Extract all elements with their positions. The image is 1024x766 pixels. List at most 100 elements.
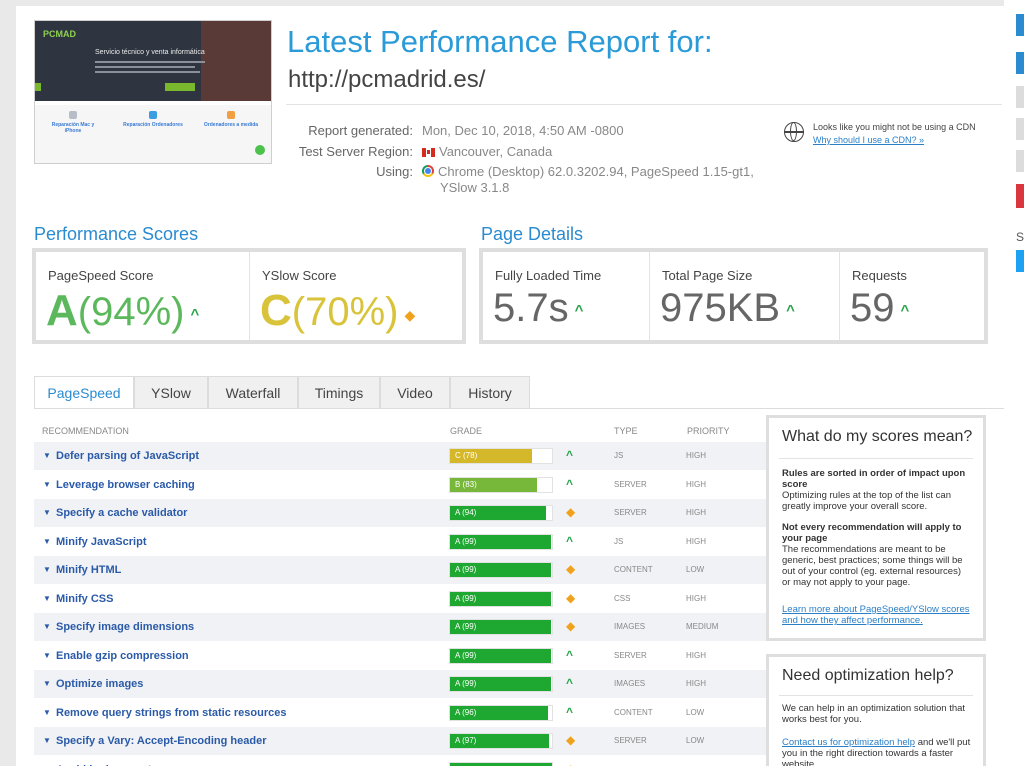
recommendation-name[interactable]: Optimize images <box>56 678 144 690</box>
table-row[interactable]: ▼ Enable gzip compression A (99) ^ SERVER HIG… <box>34 642 768 670</box>
fully-loaded-cell: Fully Loaded Time 5.7s ^ <box>483 252 649 340</box>
thumbnail-hero: PCMAD Servicio técnico y venta informáti… <box>35 21 271 101</box>
grade-bar: A (100) <box>449 761 553 766</box>
col-priority: PRIORITY <box>687 426 730 436</box>
expand-caret-icon[interactable]: ▼ <box>43 650 51 660</box>
edge-button[interactable] <box>1016 14 1024 36</box>
expand-caret-icon[interactable]: ▼ <box>43 765 51 766</box>
scores-panel-heading: What do my scores mean? <box>782 428 973 445</box>
scores-panel-p1-bold: Rules are sorted in order of impact upon… <box>782 468 966 490</box>
table-row[interactable]: ▼ Minify HTML A (99) ◆ CONTENT LOW <box>34 556 768 584</box>
contact-optimization-link[interactable]: Contact us for optimization help <box>782 737 916 748</box>
col-type: TYPE <box>614 426 638 436</box>
table-row[interactable]: ▼ Specify a Vary: Accept-Encoding header A… <box>34 727 768 755</box>
edge-button[interactable] <box>1016 52 1024 74</box>
grade-bar-fill <box>450 506 546 520</box>
grade-text: C (78) <box>455 451 478 460</box>
expand-caret-icon[interactable]: ▼ <box>43 451 51 460</box>
grade-text: A (99) <box>455 679 477 688</box>
report-generated-label: Report generated: <box>308 123 413 138</box>
report-page: PCMAD Servicio técnico y venta informáti… <box>16 6 1004 766</box>
edge-button[interactable] <box>1016 184 1024 208</box>
grade-bar: A (99) <box>449 562 553 578</box>
thumbnail-logo: PCMAD <box>43 29 76 39</box>
expand-caret-icon[interactable]: ▼ <box>43 622 51 631</box>
table-row[interactable]: ▼ Minify CSS A (99) ◆ CSS HIGH <box>34 585 768 613</box>
table-row[interactable]: ▼ Avoid bad requests A (100) ◆ CONTENT HIGH <box>34 756 768 766</box>
grade-text: A (99) <box>455 565 477 574</box>
table-row[interactable]: ▼ Defer parsing of JavaScript C (78) ^ JS HIG… <box>34 442 768 470</box>
expand-caret-icon[interactable]: ▼ <box>43 707 51 717</box>
priority-value: HIGH <box>686 593 706 603</box>
expand-caret-icon[interactable]: ▼ <box>43 508 51 517</box>
expand-caret-icon[interactable]: ▼ <box>43 736 51 745</box>
tab-pagespeed[interactable]: PageSpeed <box>34 376 134 409</box>
expand-caret-icon[interactable]: ▼ <box>43 565 51 574</box>
edge-button[interactable] <box>1016 118 1024 140</box>
table-row[interactable]: ▼ Minify JavaScript A (99) ^ JS HIGH <box>34 528 768 556</box>
recommendation-name[interactable]: Defer parsing of JavaScript <box>56 450 200 462</box>
recommendation-name[interactable]: Minify HTML <box>56 564 122 576</box>
recommendation-name[interactable]: Specify a Vary: Accept-Encoding header <box>56 735 267 747</box>
recommendation-name[interactable]: Specify image dimensions <box>56 621 195 633</box>
recommendation-name[interactable]: Specify a cache validator <box>56 507 188 519</box>
grade-bar-fill <box>450 762 552 766</box>
grade-text: A (100) <box>455 765 481 766</box>
trend-neutral-icon: ◆ <box>566 733 576 747</box>
tab-waterfall[interactable]: Waterfall <box>208 376 298 409</box>
canada-flag-icon <box>422 148 435 157</box>
edge-button[interactable] <box>1016 86 1024 108</box>
tab-yslow[interactable]: YSlow <box>134 376 208 409</box>
grade-text: A (99) <box>455 622 477 631</box>
table-row[interactable]: ▼ Specify image dimensions A (99) ◆ IMAGES ME… <box>34 613 768 641</box>
tab-timings[interactable]: Timings <box>298 376 380 409</box>
grade-text: A (99) <box>455 650 477 660</box>
type-value: IMAGES <box>614 622 646 631</box>
grade-bar-fill <box>450 648 551 663</box>
scores-panel-p1: Optimizing rules at the top of the list … <box>782 490 951 512</box>
expand-caret-icon[interactable]: ▼ <box>43 479 51 489</box>
header-divider <box>286 104 1002 105</box>
recommendation-name[interactable]: Remove query strings from static resourc… <box>56 706 287 719</box>
recommendation-name[interactable]: Minify JavaScript <box>56 535 147 548</box>
scores-panel-learn-more-link[interactable]: Learn more about PageSpeed/YSlow scores … <box>782 604 970 626</box>
expand-caret-icon[interactable]: ▼ <box>43 679 51 688</box>
performance-scores-box: PageSpeed Score A(94%) ^ YSlow Score C(70… <box>32 248 466 344</box>
grade-text: B (83) <box>455 479 477 489</box>
grade-bar-fill <box>450 477 537 492</box>
table-row[interactable]: ▼ Remove query strings from static resour… <box>34 699 768 727</box>
cdn-link[interactable]: Why should I use a CDN? » <box>813 135 925 145</box>
type-value: SERVER <box>614 479 647 489</box>
trend-up-icon: ^ <box>566 533 574 548</box>
page-size-value: 975KB ^ <box>660 286 795 330</box>
tab-history[interactable]: History <box>450 376 530 409</box>
monitor-icon <box>227 111 235 119</box>
type-value: CONTENT <box>614 765 653 766</box>
grade-bar: A (99) <box>449 619 553 635</box>
recommendation-name[interactable]: Leverage browser caching <box>56 478 195 491</box>
expand-caret-icon[interactable]: ▼ <box>43 593 51 603</box>
table-row[interactable]: ▼ Specify a cache validator A (94) ◆ SERVER H… <box>34 499 768 527</box>
tab-video[interactable]: Video <box>380 376 450 409</box>
recommendation-name[interactable]: Enable gzip compression <box>56 649 189 662</box>
table-row[interactable]: ▼ Optimize images A (99) ^ IMAGES HIGH <box>34 670 768 698</box>
priority-value: HIGH <box>686 451 706 460</box>
expand-caret-icon[interactable]: ▼ <box>43 536 51 546</box>
tabs-divider <box>34 408 1004 409</box>
trend-neutral-icon: ◆ <box>404 307 416 323</box>
type-value: SERVER <box>614 508 647 517</box>
yslow-score-cell: YSlow Score C(70%) ◆ <box>249 252 462 340</box>
server-region-value: Vancouver, Canada <box>422 144 552 159</box>
trend-up-icon: ^ <box>900 302 910 319</box>
chrome-icon <box>422 165 434 177</box>
recommendation-name[interactable]: Minify CSS <box>56 592 114 605</box>
edge-button[interactable] <box>1016 150 1024 172</box>
fully-loaded-value: 5.7s ^ <box>493 286 584 330</box>
grade-bar-fill <box>450 677 551 691</box>
recommendation-name[interactable]: Avoid bad requests <box>56 764 158 766</box>
site-screenshot-thumbnail: PCMAD Servicio técnico y venta informáti… <box>34 20 272 164</box>
thumbnail-column: Reparación Ordenadores <box>123 111 183 128</box>
fully-loaded-label: Fully Loaded Time <box>495 268 602 283</box>
table-row[interactable]: ▼ Leverage browser caching B (83) ^ SERVER HI… <box>34 471 768 499</box>
twitter-icon[interactable] <box>1016 250 1024 272</box>
